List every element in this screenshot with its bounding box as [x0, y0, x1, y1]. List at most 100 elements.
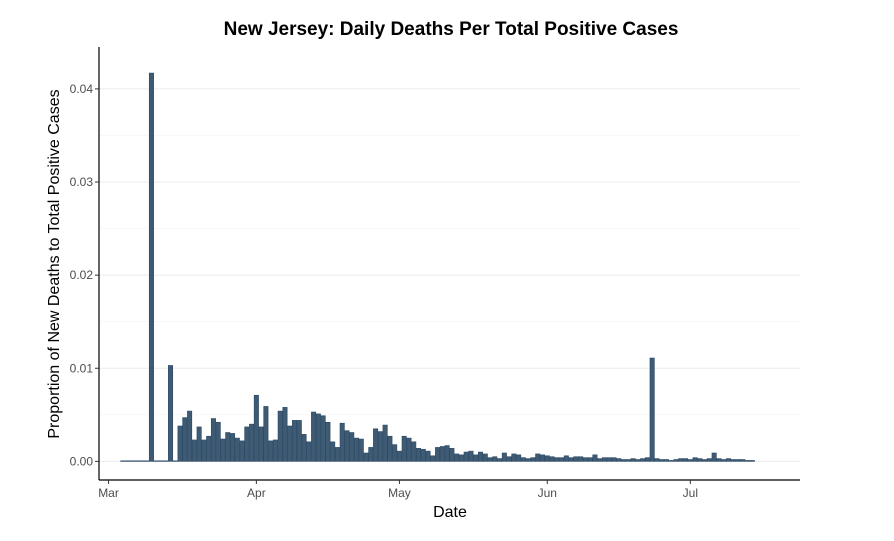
bar — [535, 453, 541, 462]
bar — [387, 435, 393, 462]
bar — [530, 457, 536, 462]
bar — [282, 407, 288, 462]
bar — [492, 456, 498, 462]
bar — [215, 421, 221, 462]
bar — [435, 447, 441, 462]
bar — [573, 456, 579, 462]
bar — [706, 458, 712, 462]
bar — [292, 420, 298, 462]
bar — [396, 450, 402, 462]
bar — [158, 460, 164, 462]
bar — [497, 458, 503, 462]
bar — [406, 437, 412, 462]
bar — [268, 440, 274, 462]
x-axis-title: Date — [433, 504, 467, 521]
bar — [458, 454, 464, 462]
bar — [549, 456, 555, 462]
bar — [377, 431, 383, 462]
bar — [277, 410, 283, 462]
bar — [401, 435, 407, 462]
bar — [234, 437, 240, 462]
bar — [129, 460, 135, 462]
bar — [411, 441, 417, 462]
bar — [621, 459, 627, 462]
bar — [296, 420, 302, 462]
x-tick-label: Apr — [247, 486, 266, 500]
bar — [697, 458, 703, 462]
bar — [230, 433, 236, 462]
bar — [244, 426, 250, 462]
bar — [358, 438, 364, 462]
bar — [721, 459, 727, 462]
bar — [702, 459, 708, 462]
bar — [258, 426, 264, 462]
bar — [454, 453, 460, 462]
bar — [501, 452, 507, 462]
bar — [630, 458, 636, 462]
bar — [177, 425, 183, 462]
bar — [730, 459, 736, 462]
bar — [663, 459, 669, 462]
bar — [315, 413, 321, 462]
bar — [587, 457, 593, 462]
bar — [420, 448, 426, 462]
bar — [349, 432, 355, 462]
bar — [611, 457, 617, 462]
bar — [363, 452, 369, 462]
y-ticks: 0.00 0.01 0.02 0.03 0.04 — [70, 82, 99, 468]
y-tick-label: 0.03 — [70, 175, 94, 189]
bar — [659, 459, 665, 462]
bar — [468, 450, 474, 462]
bar — [325, 421, 331, 462]
bar — [249, 423, 255, 462]
bar — [392, 444, 398, 462]
grid — [99, 88, 800, 462]
bar — [506, 456, 512, 462]
bar — [687, 459, 693, 462]
bar — [144, 460, 150, 462]
bar — [168, 365, 174, 462]
x-tick-label: Jul — [683, 486, 698, 500]
bar — [616, 458, 622, 462]
bar — [644, 457, 650, 462]
bar — [511, 453, 517, 462]
bar — [568, 457, 574, 462]
bar — [520, 457, 526, 462]
y-tick-label: 0.01 — [70, 361, 94, 375]
bar — [172, 460, 178, 462]
bar — [649, 357, 655, 462]
bar — [368, 447, 374, 462]
bar — [692, 457, 698, 462]
bar — [449, 448, 455, 462]
bar — [749, 460, 755, 462]
bar — [640, 458, 646, 462]
bar — [182, 417, 188, 462]
bar — [153, 460, 159, 462]
bar — [272, 439, 278, 462]
bar — [487, 457, 493, 462]
bar — [539, 454, 545, 462]
bar — [220, 438, 226, 462]
bar — [339, 422, 345, 462]
bar — [554, 457, 560, 462]
bar — [239, 440, 245, 462]
bar — [592, 454, 598, 462]
bar — [578, 456, 584, 462]
bar — [225, 432, 231, 462]
bar — [134, 460, 140, 462]
bar — [716, 458, 722, 462]
bar — [206, 435, 212, 462]
bar — [320, 415, 326, 462]
bar — [606, 457, 612, 462]
bar — [330, 441, 336, 462]
bar — [725, 458, 731, 462]
bar — [668, 460, 674, 462]
bar — [683, 458, 689, 462]
bar — [311, 411, 317, 462]
bar — [544, 455, 550, 462]
y-tick-label: 0.00 — [70, 454, 94, 468]
bar — [601, 457, 607, 462]
y-axis-title: Proportion of New Deaths to Total Positi… — [46, 89, 63, 438]
bar — [635, 459, 641, 462]
bar — [425, 450, 431, 462]
